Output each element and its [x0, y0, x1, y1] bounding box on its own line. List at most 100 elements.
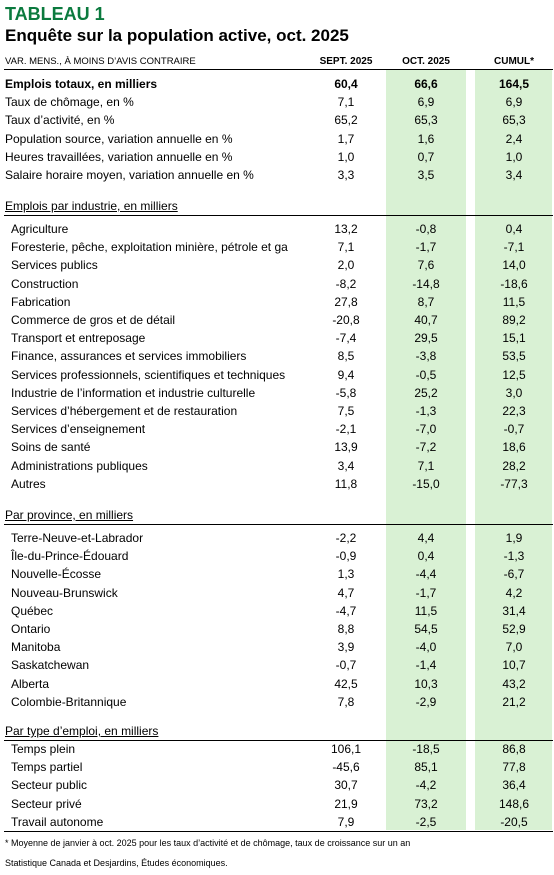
cell-cumul: -0,7	[503, 422, 525, 437]
cell-oct: -2,9	[415, 694, 437, 709]
row-label: Secteur public	[11, 778, 88, 793]
cell-cumul: 53,5	[502, 349, 526, 364]
section-title-province: Par province, en milliers	[5, 508, 134, 522]
column-header-sept: SEPT. 2025	[319, 56, 373, 67]
header-divider	[4, 69, 553, 70]
cell-sept: 3,4	[337, 458, 355, 473]
table-row: Soins de santé 13,9 -7,2 18,6	[0, 438, 554, 456]
cell-oct: -1,3	[415, 404, 437, 418]
cell-oct: 3,5	[417, 168, 435, 182]
cell-sept: -7,4	[335, 331, 357, 346]
section-title-employment-type: Par type d’emploi, en milliers	[5, 724, 159, 738]
row-label: Construction	[11, 276, 79, 291]
cell-sept: 27,8	[334, 294, 358, 309]
row-label: Nouvelle-Écosse	[11, 567, 102, 582]
cell-sept: -20,8	[332, 313, 360, 327]
cell-oct: -1,7	[415, 240, 437, 255]
cell-cumul: 21,2	[502, 694, 526, 709]
cell-cumul: -7,1	[503, 240, 525, 255]
cell-cumul: 7,0	[505, 640, 523, 655]
cell-oct: 29,5	[414, 331, 438, 346]
section-divider	[4, 524, 553, 525]
oct-column-shading	[386, 69, 466, 830]
cell-oct: -2,5	[415, 814, 437, 829]
row-label: Industrie de l’information et industrie …	[11, 385, 256, 400]
row-label: Colombie-Britannique	[11, 694, 127, 709]
table-row: Services d’enseignement -2,1 -7,0 -0,7	[0, 420, 554, 438]
cell-sept: -0,9	[335, 549, 357, 564]
total-employment-row: Emplois totaux, en milliers 60,4 66,6 164,5	[0, 75, 554, 93]
cell-oct: 85,1	[414, 760, 438, 775]
row-label: Nouveau-Brunswick	[11, 585, 118, 600]
cumul-column-shading	[475, 69, 552, 830]
table-row: Salaire horaire moyen, variation annuell…	[0, 166, 554, 184]
cell-sept: 11,8	[334, 476, 358, 491]
cell-sept: 8,8	[337, 622, 355, 636]
cell-oct: 10,3	[414, 676, 438, 691]
cell-sept: 1,3	[337, 567, 355, 582]
table-row: Population source, variation annuelle en…	[0, 130, 554, 148]
cell-sept: 7,9	[337, 814, 355, 829]
table-row: Autres 11,8 -15,0 -77,3	[0, 475, 554, 493]
row-label: Secteur privé	[11, 796, 82, 811]
row-label: Finance, assurances et services immobili…	[11, 349, 247, 364]
table-row: Manitoba 3,9 -4,0 7,0	[0, 638, 554, 656]
cell-cumul: 86,8	[502, 742, 526, 756]
table-row: Taux d’activité, en % 65,2 65,3 65,3	[0, 111, 554, 129]
cell-oct: 40,7	[414, 313, 438, 327]
table-row: Secteur privé 21,9 73,2 148,6	[0, 795, 554, 813]
row-label: Alberta	[11, 676, 50, 691]
row-label: Manitoba	[11, 640, 61, 655]
cell-cumul: 1,0	[505, 149, 523, 164]
row-label: Travail autonome	[11, 814, 104, 829]
table-row: Finance, assurances et services immobili…	[0, 347, 554, 365]
row-label: Transport et entreposage	[11, 331, 146, 346]
row-label: Soins de santé	[11, 440, 91, 455]
source-note: Statistique Canada et Desjardins, Études…	[5, 858, 228, 868]
cell-sept: 7,5	[337, 404, 355, 418]
table-row: Taux de chômage, en % 7,1 6,9 6,9	[0, 93, 554, 111]
cell-cumul: 11,5	[502, 294, 526, 309]
cell-oct: -14,8	[412, 276, 440, 291]
cell-oct: 54,5	[414, 622, 438, 636]
row-label: Administrations publiques	[11, 458, 148, 473]
cell-oct: -1,4	[415, 658, 437, 673]
column-header-cumul: CUMUL*	[494, 56, 534, 67]
cell-sept: 65,2	[334, 113, 358, 128]
cell-sept: -2,1	[335, 422, 357, 437]
cell-cumul: 148,6	[498, 796, 530, 811]
table-row: Nouveau-Brunswick 4,7 -1,7 4,2	[0, 584, 554, 602]
table-row: Québec -4,7 11,5 31,4	[0, 602, 554, 620]
cell-oct: -4,2	[415, 778, 437, 793]
cell-oct: 1,6	[417, 131, 435, 146]
row-label: Foresterie, pêche, exploitation minière,…	[11, 240, 288, 255]
cell-cumul: 52,9	[502, 622, 526, 636]
table-row: Services professionnels, scientifiques e…	[0, 366, 554, 384]
section-title-industry: Emplois par industrie, en milliers	[5, 199, 178, 213]
cell-sept: 60,4	[334, 77, 358, 91]
cell-sept: 8,5	[337, 349, 355, 364]
cell-oct: 65,3	[414, 113, 438, 128]
cell-sept: 106,1	[330, 742, 362, 756]
cell-cumul: -20,5	[500, 814, 528, 829]
cell-cumul: 12,5	[502, 367, 526, 382]
table-row: Construction -8,2 -14,8 -18,6	[0, 275, 554, 293]
cell-sept: 7,1	[337, 95, 355, 110]
cell-oct: -3,8	[415, 349, 437, 364]
header-units-note: VAR. MENS., À MOINS D’AVIS CONTRAIRE	[5, 56, 196, 67]
table-row: Services publics 2,0 7,6 14,0	[0, 256, 554, 274]
section-divider	[4, 740, 553, 741]
cell-cumul: -18,6	[500, 276, 528, 291]
section-divider	[4, 215, 553, 216]
table-row: Nouvelle-Écosse 1,3 -4,4 -6,7	[0, 565, 554, 583]
cell-sept: 1,0	[337, 149, 355, 164]
row-label: Fabrication	[11, 294, 71, 309]
table-row: Fabrication 27,8 8,7 11,5	[0, 293, 554, 311]
row-label: Services d’enseignement	[11, 422, 146, 437]
cell-sept: -8,2	[335, 276, 357, 291]
row-label: Île-du-Prince-Édouard	[11, 549, 129, 564]
table-row: Secteur public 30,7 -4,2 36,4	[0, 776, 554, 794]
cell-sept: 1,7	[337, 131, 355, 146]
cell-oct: 73,2	[414, 796, 438, 811]
row-label: Salaire horaire moyen, variation annuell…	[5, 168, 254, 182]
